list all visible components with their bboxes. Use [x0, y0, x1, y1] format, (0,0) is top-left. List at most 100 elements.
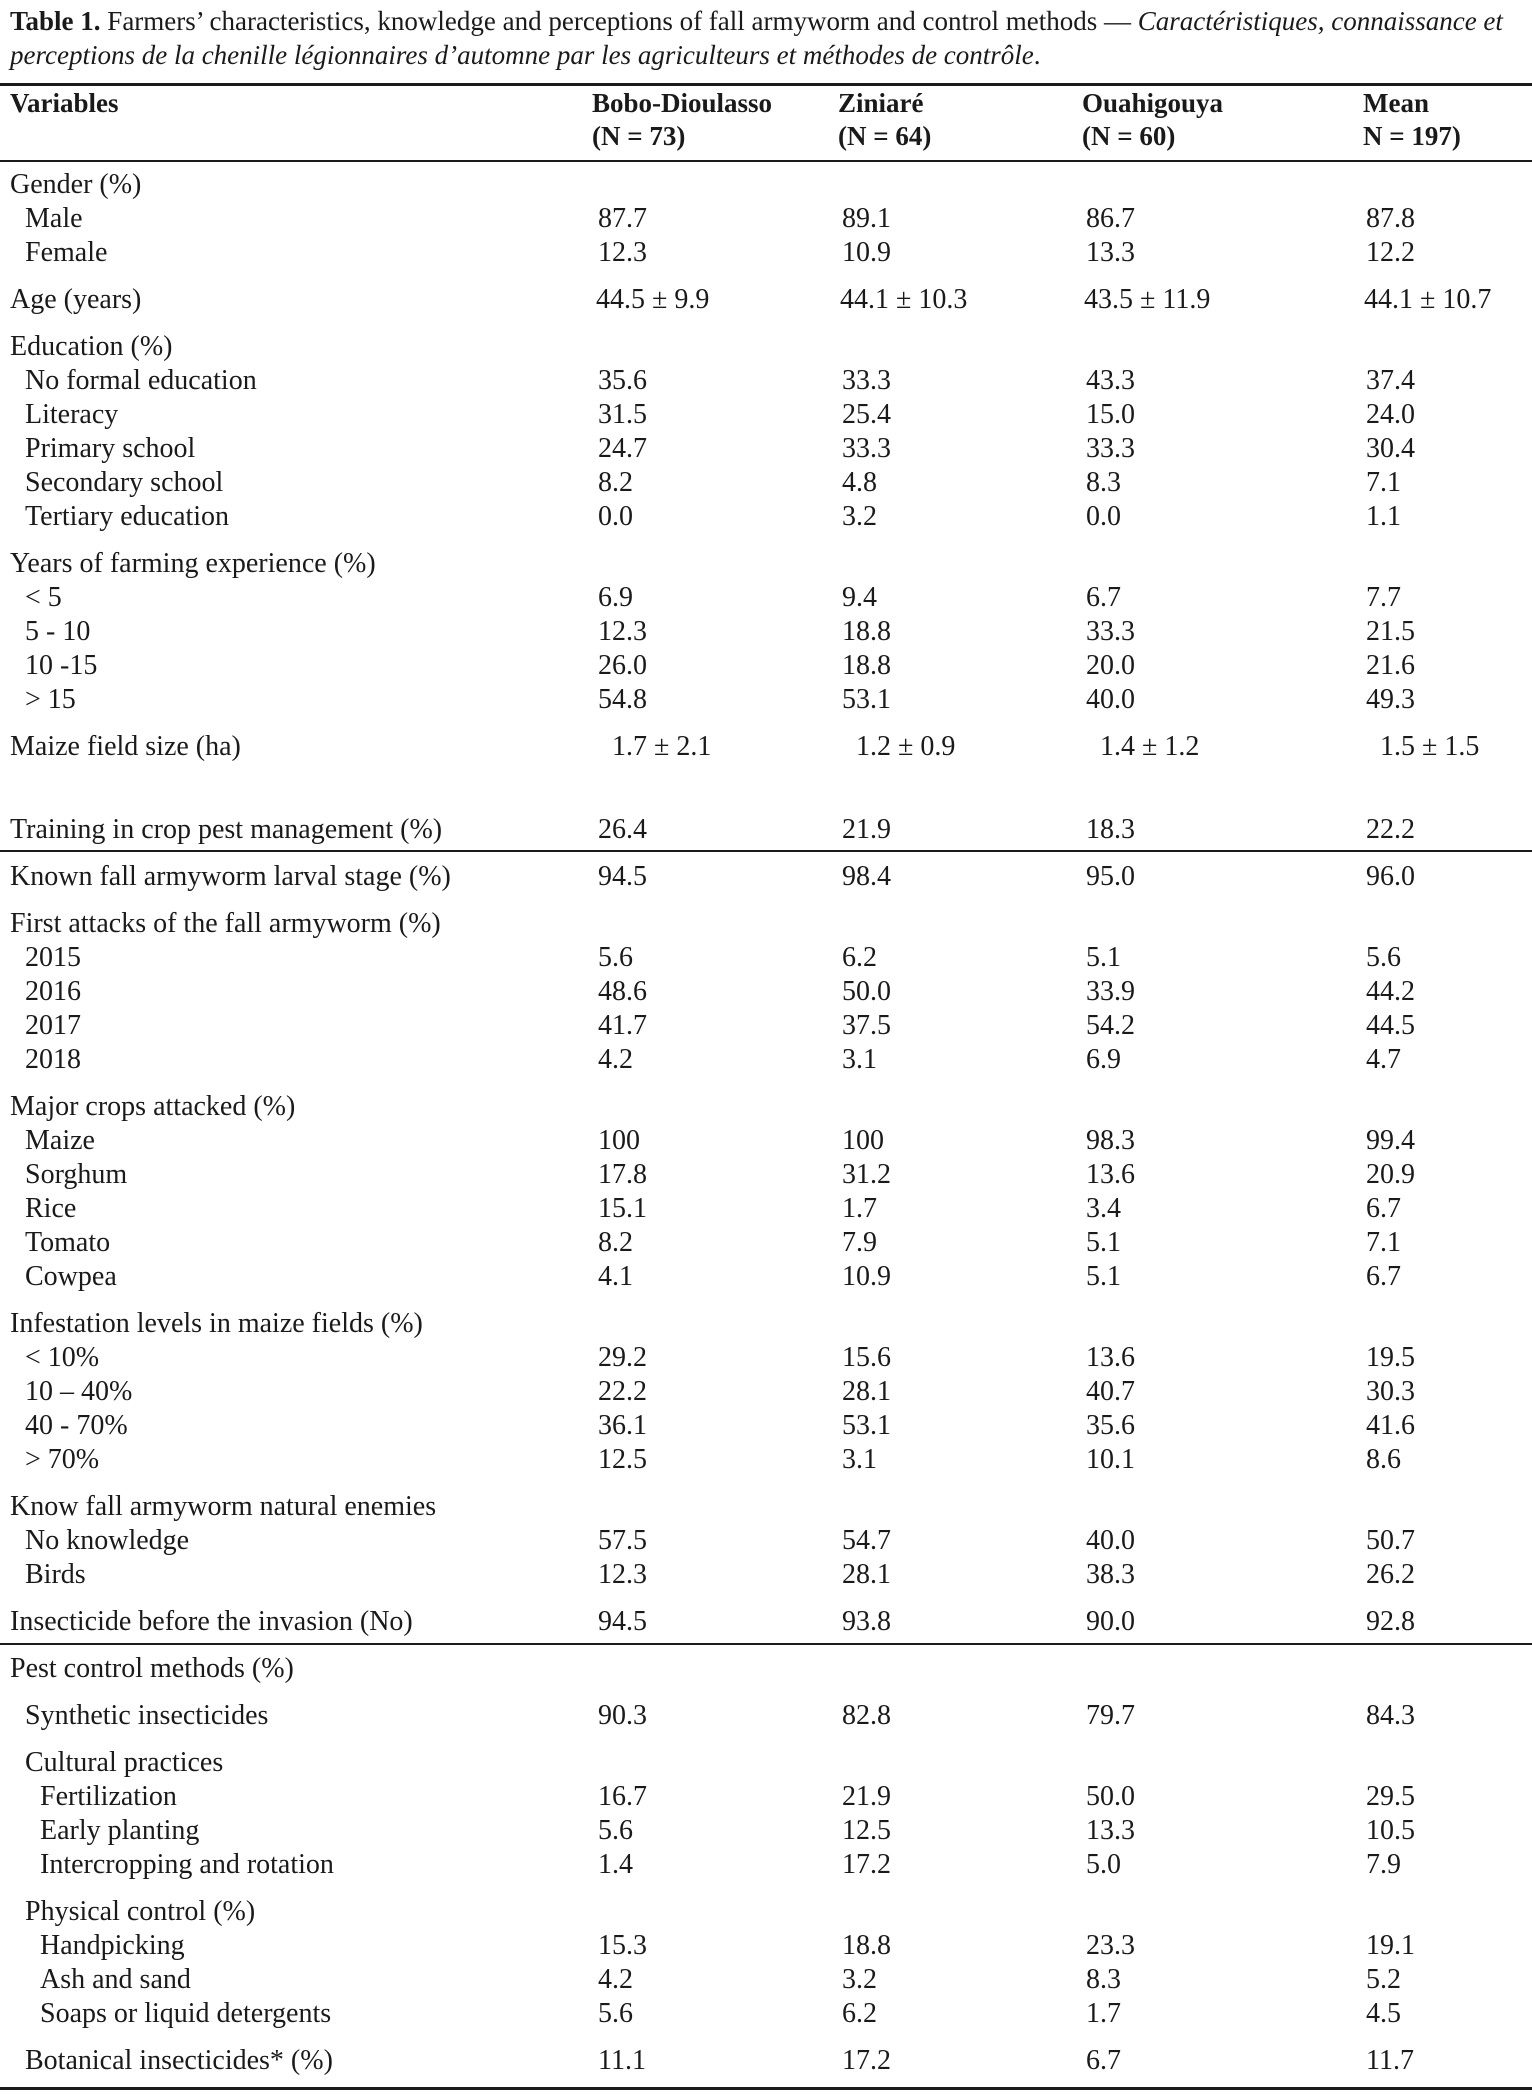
cell-ouahigouya: 79.7: [1086, 1700, 1135, 1731]
row-label: Rice: [25, 1193, 77, 1224]
cell-bobo-dioulasso: 17.8: [598, 1159, 647, 1190]
row-label: Age (years): [10, 284, 142, 315]
cell-mean: 10.5: [1366, 1815, 1415, 1846]
cell-ouahigouya: 0.0: [1086, 501, 1121, 532]
table-row: Literacy 31.5 25.4 15.0 24.0: [0, 398, 1532, 432]
cell-ziniare: 17.2: [842, 1849, 891, 1880]
header-col-ouahigouya-n: (N = 60): [1082, 121, 1176, 151]
cell-mean: 7.7: [1366, 582, 1401, 613]
row-label: Insecticide before the invasion (No): [10, 1606, 413, 1637]
table-row: Handpicking 15.3 18.8 23.3 19.1: [0, 1929, 1532, 1963]
cell-ziniare: 93.8: [842, 1606, 891, 1637]
cell-bobo-dioulasso: 4.1: [598, 1261, 633, 1292]
cell-mean: 5.6: [1366, 942, 1401, 973]
cell-ouahigouya: 33.9: [1086, 976, 1135, 1007]
row-label: Infestation levels in maize fields (%): [10, 1308, 423, 1339]
table-row: 10 – 40% 22.2 28.1 40.7 30.3: [0, 1375, 1532, 1409]
row-label: 5 - 10: [25, 616, 91, 647]
cell-mean: 6.7: [1366, 1261, 1401, 1292]
cell-ziniare: 3.1: [842, 1044, 877, 1075]
cell-mean: 30.3: [1366, 1376, 1415, 1407]
row-label: Fertilization: [40, 1781, 177, 1812]
row-label: 40 - 70%: [25, 1410, 128, 1441]
table-row: Know fall armyworm natural enemies: [0, 1490, 1532, 1524]
cell-mean: 24.0: [1366, 399, 1415, 430]
cell-ouahigouya: 13.3: [1086, 237, 1135, 268]
cell-ziniare: 25.4: [842, 399, 891, 430]
cell-bobo-dioulasso: 94.5: [598, 1606, 647, 1637]
cell-ziniare: 6.2: [842, 1998, 877, 2029]
cell-ouahigouya: 8.3: [1086, 1964, 1121, 1995]
cell-bobo-dioulasso: 1.7 ± 2.1: [612, 731, 712, 762]
table-row: Maize 100 100 98.3 99.4: [0, 1124, 1532, 1158]
row-label: Cultural practices: [25, 1747, 224, 1778]
cell-ouahigouya: 95.0: [1086, 861, 1135, 892]
cell-mean: 21.5: [1366, 616, 1415, 647]
table-row: Ash and sand 4.2 3.2 8.3 5.2: [0, 1963, 1532, 1997]
row-label: Pest control methods (%): [10, 1653, 294, 1684]
cell-bobo-dioulasso: 48.6: [598, 976, 647, 1007]
row-label: 2015: [25, 942, 81, 973]
cell-mean: 12.2: [1366, 237, 1415, 268]
cell-mean: 22.2: [1366, 814, 1415, 845]
cell-mean: 44.2: [1366, 976, 1415, 1007]
row-label: < 10%: [25, 1342, 100, 1373]
cell-ziniare: 53.1: [842, 1410, 891, 1441]
table-row: Fertilization 16.7 21.9 50.0 29.5: [0, 1780, 1532, 1814]
table-row: Tomato 8.2 7.9 5.1 7.1: [0, 1226, 1532, 1260]
table-row: Primary school 24.7 33.3 33.3 30.4: [0, 432, 1532, 466]
cell-ouahigouya: 90.0: [1086, 1606, 1135, 1637]
cell-ouahigouya: 20.0: [1086, 650, 1135, 681]
cell-bobo-dioulasso: 44.5 ± 9.9: [596, 284, 710, 315]
cell-ouahigouya: 1.7: [1086, 1998, 1121, 2029]
table-row: Rice 15.1 1.7 3.4 6.7: [0, 1192, 1532, 1226]
cell-ziniare: 53.1: [842, 684, 891, 715]
row-label: Education (%): [10, 331, 173, 362]
row-label: Maize: [25, 1125, 95, 1156]
row-label: Sorghum: [25, 1159, 128, 1190]
cell-mean: 30.4: [1366, 433, 1415, 464]
cell-ziniare: 12.5: [842, 1815, 891, 1846]
top-rule: [0, 83, 1532, 86]
cell-ziniare: 33.3: [842, 365, 891, 396]
table-row: 2015 5.6 6.2 5.1 5.6: [0, 941, 1532, 975]
header-col-mean: Mean N = 197): [1363, 87, 1461, 153]
table-row: Cowpea 4.1 10.9 5.1 6.7: [0, 1260, 1532, 1294]
cell-mean: 44.5: [1366, 1010, 1415, 1041]
cell-mean: 92.8: [1366, 1606, 1415, 1637]
row-label: Literacy: [25, 399, 119, 430]
cell-bobo-dioulasso: 41.7: [598, 1010, 647, 1041]
cell-bobo-dioulasso: 8.2: [598, 467, 633, 498]
header-col-ouahigouya: Ouahigouya (N = 60): [1082, 87, 1223, 153]
cell-bobo-dioulasso: 5.6: [598, 1815, 633, 1846]
table-caption-text: Farmers’ characteristics, knowledge and …: [100, 6, 1138, 36]
cell-ziniare: 82.8: [842, 1700, 891, 1731]
header-col-ziniare-n: (N = 64): [838, 121, 932, 151]
cell-ziniare: 89.1: [842, 203, 891, 234]
cell-ziniare: 1.2 ± 0.9: [856, 731, 956, 762]
cell-mean: 20.9: [1366, 1159, 1415, 1190]
cell-ouahigouya: 6.7: [1086, 582, 1121, 613]
table-row: Secondary school 8.2 4.8 8.3 7.1: [0, 466, 1532, 500]
cell-bobo-dioulasso: 1.4: [598, 1849, 633, 1880]
cell-ouahigouya: 6.9: [1086, 1044, 1121, 1075]
cell-mean: 11.7: [1366, 2045, 1414, 2076]
cell-mean: 4.7: [1366, 1044, 1401, 1075]
table-row: Birds 12.3 28.1 38.3 26.2: [0, 1558, 1532, 1592]
cell-bobo-dioulasso: 4.2: [598, 1964, 633, 1995]
cell-ziniare: 28.1: [842, 1559, 891, 1590]
row-label: Cowpea: [25, 1261, 117, 1292]
table-row: Male 87.7 89.1 86.7 87.8: [0, 202, 1532, 236]
table-row: 2016 48.6 50.0 33.9 44.2: [0, 975, 1532, 1009]
cell-ziniare: 21.9: [842, 814, 891, 845]
cell-mean: 41.6: [1366, 1410, 1415, 1441]
cell-bobo-dioulasso: 5.6: [598, 1998, 633, 2029]
row-label: First attacks of the fall armyworm (%): [10, 908, 441, 939]
cell-mean: 1.5 ± 1.5: [1380, 731, 1480, 762]
cell-ziniare: 44.1 ± 10.3: [840, 284, 968, 315]
cell-bobo-dioulasso: 12.3: [598, 616, 647, 647]
row-label: Early planting: [40, 1815, 200, 1846]
cell-ouahigouya: 43.5 ± 11.9: [1084, 284, 1211, 315]
cell-mean: 37.4: [1366, 365, 1415, 396]
row-label: 2016: [25, 976, 81, 1007]
